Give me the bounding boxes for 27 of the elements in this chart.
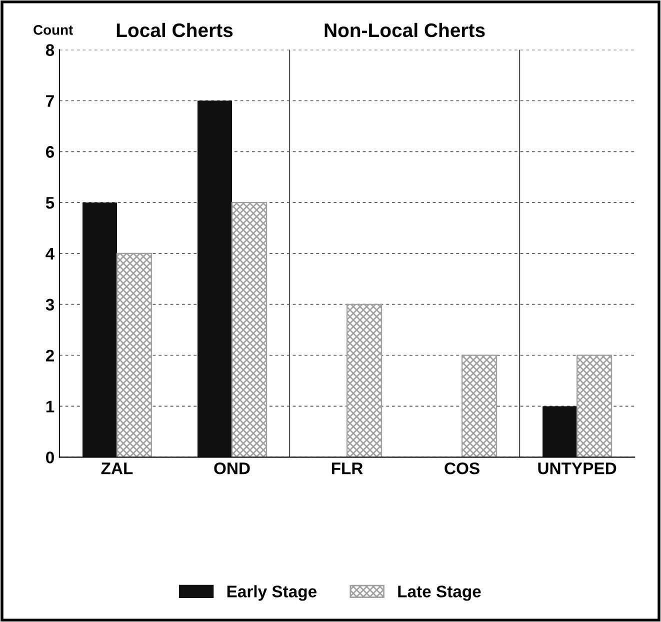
bar — [231, 202, 268, 458]
bar — [116, 252, 152, 458]
y-tick-label: 7 — [46, 95, 54, 107]
bar — [542, 406, 578, 458]
bar — [576, 354, 612, 458]
y-tick-label: 5 — [46, 197, 54, 209]
x-tick-label: COS — [444, 462, 480, 474]
legend-label: Early Stage — [227, 585, 317, 601]
y-tick-label: 3 — [46, 298, 54, 311]
x-tick-label: ZAL — [101, 462, 133, 474]
y-tick-label: 0 — [46, 452, 54, 464]
text: Local Cherts — [116, 22, 233, 38]
y-axis-title: Count — [34, 24, 73, 35]
y-tick-label: 1 — [46, 400, 54, 412]
y-tick-label: 8 — [46, 44, 54, 56]
bar — [198, 100, 232, 458]
bar — [82, 202, 117, 458]
bar — [461, 354, 498, 458]
y-tick-label: 4 — [46, 248, 55, 260]
x-tick-label: OND — [214, 462, 250, 474]
x-tick-label: FLR — [332, 462, 363, 474]
x-tick-label: UNTYPED — [538, 462, 616, 474]
text: Non-Local Cherts — [324, 22, 485, 38]
y-tick-label: 2 — [46, 350, 54, 362]
y-tick-label: 6 — [46, 146, 54, 158]
bar — [346, 304, 382, 458]
legend-label: Late Stage — [398, 586, 481, 601]
